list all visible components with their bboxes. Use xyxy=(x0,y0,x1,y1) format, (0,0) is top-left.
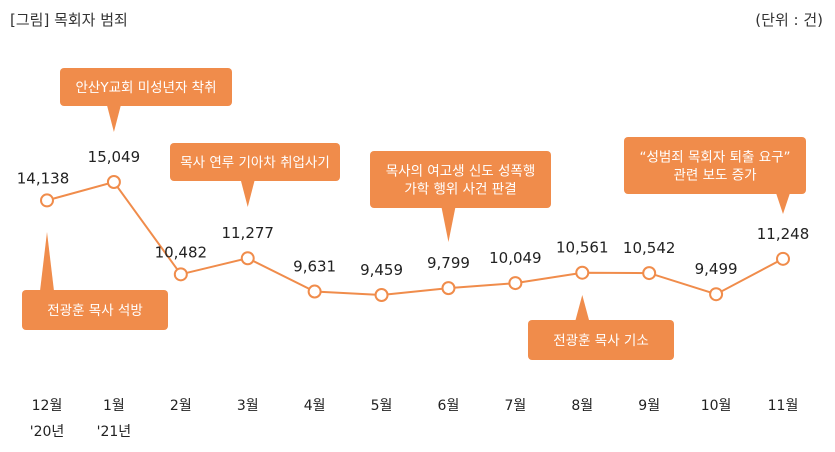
x-tick-sublabel: '20년 xyxy=(30,424,65,440)
data-point xyxy=(709,287,724,302)
callout-pointer xyxy=(240,180,255,207)
data-point xyxy=(307,284,322,299)
data-point xyxy=(575,265,590,280)
x-tick-label: 12월 xyxy=(32,398,63,414)
callout-text: 전광훈 목사 석방 xyxy=(47,303,143,319)
data-point xyxy=(106,175,121,189)
callout-text: 목사의 여고생 신도 성폭행 xyxy=(386,164,536,180)
data-point xyxy=(240,251,255,266)
data-label: 11,248 xyxy=(757,225,810,243)
data-label: 10,049 xyxy=(489,249,542,267)
data-point xyxy=(776,251,790,266)
callout-box xyxy=(528,320,674,360)
unit-label: (단위 : 건) xyxy=(755,11,823,29)
x-tick-label: 11월 xyxy=(768,398,799,414)
x-tick-label: 8월 xyxy=(571,398,593,414)
series-line xyxy=(46,180,784,297)
data-point xyxy=(374,288,389,302)
data-point xyxy=(173,267,188,282)
data-label: 9,459 xyxy=(360,261,403,279)
callout-pointer xyxy=(776,193,790,214)
callout-pointer xyxy=(40,232,54,291)
data-point xyxy=(508,276,523,291)
annotation-callout: 목사 연루 기아차 취업사기 xyxy=(170,143,340,207)
data-point xyxy=(642,266,657,281)
callout-box xyxy=(170,143,340,181)
x-tick-label: 4월 xyxy=(304,398,326,414)
callout-box xyxy=(370,151,551,208)
data-label: 11,277 xyxy=(221,224,274,242)
chart-title: [그림] 목회자 범죄 xyxy=(10,11,128,29)
x-tick-label: 6월 xyxy=(438,398,460,414)
callout-box xyxy=(60,68,232,106)
x-tick-label: 5월 xyxy=(371,398,393,414)
callout-text: 안산Y교회 미성년자 착취 xyxy=(75,80,216,96)
data-point xyxy=(441,281,456,296)
data-label: 14,138 xyxy=(17,169,70,187)
x-tick-label: 1월 xyxy=(103,398,125,414)
callout-text: 가학 행위 사건 판결 xyxy=(404,182,516,198)
data-label: 9,499 xyxy=(695,260,738,278)
annotation-callout: “성범죄 목회자 퇴출 요구” 관련 보도 증가 xyxy=(624,137,806,214)
x-tick-label: 7월 xyxy=(504,398,526,414)
callout-pointer xyxy=(575,295,590,321)
callout-text: 목사 연루 기아차 취업사기 xyxy=(180,155,330,171)
x-tick-label: 9월 xyxy=(638,398,660,414)
callout-text: 관련 보도 증가 xyxy=(673,168,756,184)
x-tick-label: 3월 xyxy=(237,398,259,414)
data-label: 10,542 xyxy=(623,239,676,257)
annotation-callout: 전광훈 목사 기소 xyxy=(528,295,674,360)
data-label: 9,631 xyxy=(293,258,336,276)
data-point xyxy=(40,193,54,208)
data-label: 9,799 xyxy=(427,254,470,272)
callout-box xyxy=(624,137,806,194)
data-label: 15,049 xyxy=(88,148,141,166)
x-tick-sublabel: '21년 xyxy=(97,424,132,440)
callout-pointer xyxy=(441,207,456,242)
annotation-callout: 전광훈 목사 석방 xyxy=(22,232,168,330)
x-tick-label: 10월 xyxy=(701,398,732,414)
callout-text: “성범죄 목회자 퇴출 요구” xyxy=(639,150,790,166)
data-label: 10,561 xyxy=(556,239,609,257)
callout-pointer xyxy=(106,105,121,132)
annotation-callout: 안산Y교회 미성년자 착취 xyxy=(60,68,232,132)
callout-text: 전광훈 목사 기소 xyxy=(553,333,649,349)
x-tick-label: 2월 xyxy=(170,398,192,414)
data-label: 10,482 xyxy=(155,243,208,261)
callout-box xyxy=(22,290,168,330)
